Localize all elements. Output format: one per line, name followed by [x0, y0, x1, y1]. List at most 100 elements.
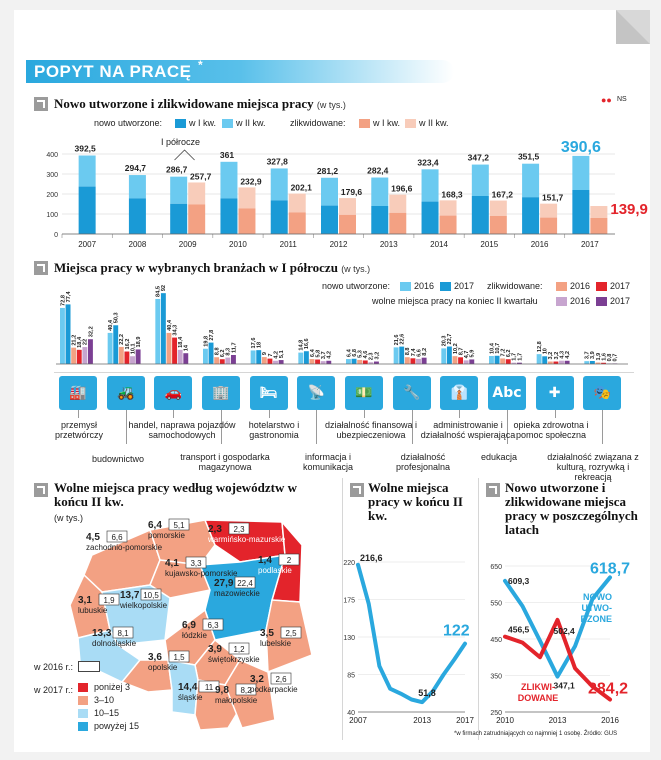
- value-2016: 2,3: [233, 525, 245, 534]
- sector-bar: [357, 359, 363, 364]
- voivodeship-name: pomorskie: [148, 531, 185, 540]
- sector-bar: [469, 359, 475, 364]
- hotel-bed-icon: 🛏: [249, 376, 288, 410]
- sector-label: działalność profesjonalna: [395, 452, 451, 472]
- sector-bar-label: 50,3: [114, 312, 120, 323]
- sector-bar: [320, 361, 326, 364]
- sector-label: działalność finansowa i ubezpieczeniowa: [324, 420, 418, 440]
- icons-row-top-line: [54, 372, 634, 373]
- voivodeship-name: lubelskie: [260, 639, 292, 648]
- sector-bar: [183, 353, 189, 364]
- y-tick-label: 550: [490, 601, 502, 608]
- sector-bar-label: 17,6: [251, 338, 257, 349]
- sector-bar: [351, 358, 357, 364]
- value-2016-box: [185, 556, 207, 569]
- bar-closed-q1: [288, 212, 306, 234]
- sector-label: opieka zdrowotna i pomoc społeczna: [513, 420, 589, 440]
- sector-bar: [601, 362, 607, 364]
- map-unit: (w tys.): [54, 513, 83, 523]
- value-2016: 2,6: [275, 675, 287, 684]
- voivodeship-name: łódzkie: [182, 631, 207, 640]
- sector-bar-label: 21,2: [72, 335, 78, 346]
- sector-bar-label: 8,7: [458, 348, 464, 356]
- sector-bar-label: 14: [184, 344, 190, 351]
- value-2017: 6,9: [182, 620, 196, 631]
- sector-bar-label: 20,3: [442, 335, 448, 346]
- bar-label-closed: 167,2: [492, 190, 514, 200]
- sector-bar: [584, 361, 590, 364]
- sector-bar: [219, 359, 225, 364]
- bar-closed-q2: [238, 187, 256, 209]
- label-min: 51,8: [418, 688, 436, 698]
- sector-bar-label: 10,7: [495, 343, 501, 354]
- x-tick-label: 2008: [129, 240, 147, 249]
- voivodeship-name: opolskie: [148, 663, 178, 672]
- y-tick-label: 300: [46, 172, 58, 179]
- sector-bar: [489, 355, 494, 364]
- sector-bar-label: 11,7: [231, 342, 237, 353]
- value-2016-box: [270, 672, 292, 685]
- legend-swatch-2017-closed: [596, 282, 607, 291]
- sector-bar: [362, 360, 368, 364]
- sector-label: działalność związana z kulturą, rozrywką…: [547, 452, 639, 482]
- x-tick-label: 2010: [496, 716, 514, 725]
- voivodeship-opolskie: [120, 659, 173, 693]
- sector-bar: [278, 360, 284, 364]
- bar-new-q2: [321, 177, 338, 206]
- bar-label-closed: 257,7: [190, 171, 212, 181]
- sector-bar-label: 10,1: [130, 343, 136, 354]
- theatre-masks-icon: 🎭: [583, 376, 622, 410]
- sector-bar-label: 8,3: [226, 348, 232, 356]
- section-arrow-icon: [34, 261, 48, 275]
- value-2016-box: [278, 553, 300, 566]
- sector-bar: [60, 307, 65, 364]
- series-name-new: NOWO: [583, 592, 612, 602]
- bar-closed-q2: [389, 194, 407, 213]
- y-tick-label: 0: [54, 232, 58, 239]
- section-arrow-icon: [34, 97, 48, 111]
- value-2016: 5,1: [173, 521, 185, 530]
- bar-label-new: 390,6: [561, 139, 601, 156]
- sector-bar: [71, 347, 77, 364]
- bar-closed-q2: [590, 206, 608, 218]
- sector-bar: [225, 357, 231, 364]
- bar-new-q2: [220, 161, 238, 199]
- sector-bar-label: 0,7: [613, 354, 619, 362]
- value-2017: 9,8: [215, 685, 229, 696]
- sector-label: transport i gospodarka magazynowa: [180, 452, 270, 472]
- chart2-title: Miejsca pracy w wybranych branżach w I p…: [54, 260, 371, 275]
- x-tick-label: 2013: [413, 716, 431, 725]
- legend-swatch-2016-vacancy: [556, 297, 567, 306]
- sector-bar: [500, 358, 506, 364]
- y-tick-label: 100: [46, 212, 58, 219]
- label-leader-line: [173, 410, 175, 418]
- sector-bar: [65, 304, 71, 364]
- label-leader-line: [554, 410, 556, 418]
- x-tick-label: 2016: [601, 716, 619, 725]
- bar-new-q1: [421, 201, 439, 234]
- sector-bar: [595, 362, 601, 364]
- bar-new-q2: [270, 168, 288, 201]
- sector-bar-label: 22,6: [400, 334, 406, 345]
- bar-new-q2: [522, 163, 540, 198]
- sector-bar-label: 8,8: [215, 347, 221, 355]
- sector-bar: [166, 332, 172, 364]
- sector-bar: [261, 357, 267, 364]
- legend-swatch-closed-q2: [405, 119, 416, 128]
- sector-bar: [177, 349, 183, 364]
- label-leader-line: [221, 410, 222, 444]
- sector-bar-label: 3,9: [590, 351, 596, 359]
- voivodeship-name: śląskie: [178, 693, 203, 702]
- value-2017: 13,3: [92, 628, 112, 639]
- sector-bar-label: 1,6: [601, 353, 607, 361]
- value-2016: 22,4: [237, 579, 253, 588]
- value-2016: 1,9: [103, 596, 115, 605]
- half-year-callout: I półrocze: [161, 137, 201, 147]
- x-tick-label: 2009: [179, 240, 197, 249]
- bar-label-new: 323,4: [417, 157, 439, 167]
- sector-bar: [458, 357, 464, 364]
- value-2016-box: [140, 588, 162, 601]
- sector-bar-label: 32,2: [88, 326, 94, 337]
- map-legend-swatch: [78, 696, 88, 705]
